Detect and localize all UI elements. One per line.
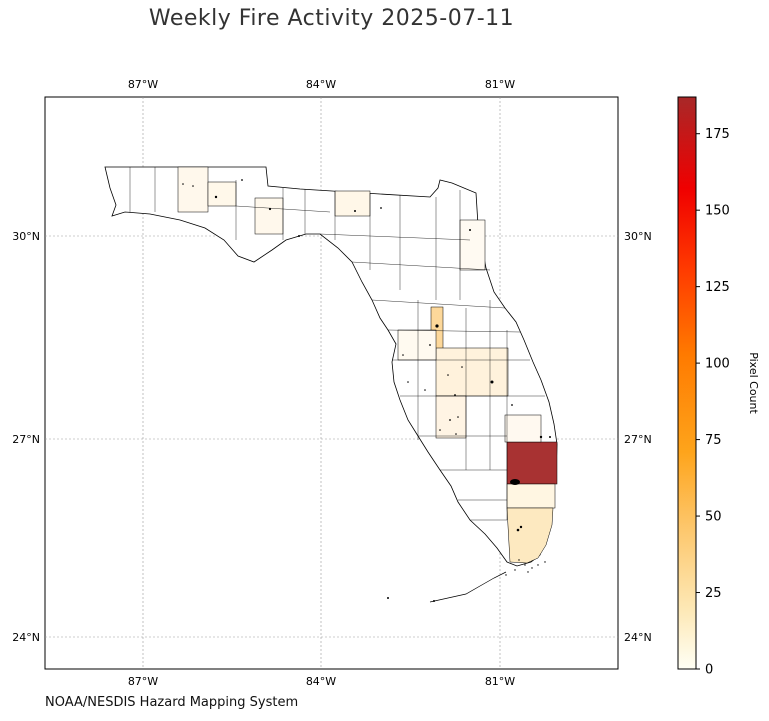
lat-tick-left-24: 24°N xyxy=(12,631,40,644)
colorbar-tick-label: 125 xyxy=(705,280,730,295)
county-boundaries xyxy=(129,167,545,521)
lon-tick-top-87: 87°W xyxy=(128,78,158,91)
county-fill-highlands xyxy=(435,395,467,439)
lat-tick-right-24: 24°N xyxy=(624,631,652,644)
lat-ticks-right: 30°N 27°N 24°N xyxy=(624,230,652,644)
lon-tick-bottom-81: 81°W xyxy=(485,675,515,688)
county-fill-washington xyxy=(207,181,237,207)
colorbar: 0 25 50 75 100 125 150 175 Pixel Count xyxy=(677,96,760,678)
map-title: Weekly Fire Activity 2025-07-11 xyxy=(148,6,515,31)
lat-tick-right-27: 27°N xyxy=(624,433,652,446)
florida-keys xyxy=(429,571,507,603)
lat-tick-left-30: 30°N xyxy=(12,230,40,243)
county-fill-martin xyxy=(504,414,542,443)
lon-tick-bottom-87: 87°W xyxy=(128,675,158,688)
county-fill-leon xyxy=(334,190,371,217)
county-fill-walton xyxy=(177,166,209,213)
colorbar-tick-label: 25 xyxy=(705,586,722,601)
colorbar-label: Pixel Count xyxy=(747,352,760,414)
colorbar-tick-label: 75 xyxy=(705,433,722,448)
county-fill-baker xyxy=(459,219,486,271)
colorbar-tick-label: 0 xyxy=(705,663,713,678)
colorbar-tick-label: 50 xyxy=(705,510,722,525)
colorbar-gradient xyxy=(677,96,697,670)
fire-cluster-palm-beach xyxy=(510,479,520,485)
colorbar-tick-label: 100 xyxy=(705,357,730,372)
lon-ticks-bottom: 87°W 84°W 81°W xyxy=(128,675,515,688)
county-fill-palm-beach xyxy=(506,441,558,485)
florida-map xyxy=(104,166,558,603)
lat-ticks-left: 30°N 27°N 24°N xyxy=(12,230,40,644)
data-source-credit: NOAA/NESDIS Hazard Mapping System xyxy=(45,695,299,710)
lat-tick-right-30: 30°N xyxy=(624,230,652,243)
lon-tick-bottom-84: 84°W xyxy=(306,675,336,688)
colorbar-ticks: 0 25 50 75 100 125 150 175 xyxy=(696,127,730,678)
county-fill-broward xyxy=(506,483,556,509)
county-fill-polk xyxy=(435,347,509,397)
colorbar-tick-label: 175 xyxy=(705,127,730,142)
county-fill-miami-dade xyxy=(506,507,554,564)
lon-tick-top-81: 81°W xyxy=(485,78,515,91)
lon-ticks-top: 87°W 84°W 81°W xyxy=(128,78,515,91)
colorbar-tick-label: 150 xyxy=(705,204,730,219)
fire-detections xyxy=(182,179,551,576)
lat-tick-left-27: 27°N xyxy=(12,433,40,446)
lon-tick-top-84: 84°W xyxy=(306,78,336,91)
county-fill-bay xyxy=(254,197,284,235)
